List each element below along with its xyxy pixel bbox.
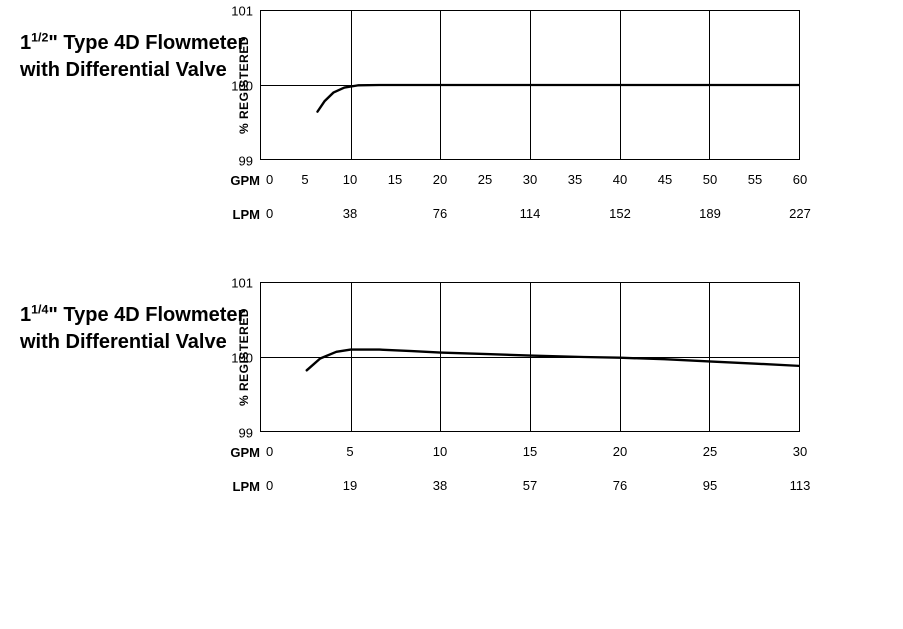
- x-tick: 57: [523, 478, 537, 493]
- x-tick: 10: [433, 444, 447, 459]
- x-tick: 20: [613, 444, 627, 459]
- chart-block-0: 11/2" Type 4D Flowmeter with Differentia…: [20, 10, 883, 222]
- x-tick: 60: [793, 172, 807, 187]
- x-axis-ticks: 051015202530: [260, 444, 800, 457]
- x-axis-row: LPM01938577695113: [260, 478, 800, 494]
- plot-region: 99100101: [260, 10, 800, 160]
- x-tick: 0: [266, 206, 273, 221]
- x-tick: 0: [266, 172, 273, 187]
- y-tick: 100: [231, 79, 253, 94]
- x-tick: 25: [478, 172, 492, 187]
- y-tick: 101: [231, 276, 253, 291]
- x-tick: 15: [523, 444, 537, 459]
- x-axis-ticks: 03876114152189227: [260, 206, 800, 219]
- x-tick: 55: [748, 172, 762, 187]
- x-tick: 19: [343, 478, 357, 493]
- x-tick: 152: [609, 206, 631, 221]
- x-axis-row: GPM051015202530: [260, 444, 800, 460]
- x-axis-ticks: 01938577695113: [260, 478, 800, 491]
- y-tick: 100: [231, 351, 253, 366]
- x-tick: 113: [790, 478, 811, 493]
- chart-title: 11/2" Type 4D Flowmeter with Differentia…: [20, 10, 260, 84]
- x-axis-label: LPM: [214, 479, 260, 494]
- x-tick: 0: [266, 444, 273, 459]
- plot-region: 99100101: [260, 282, 800, 432]
- x-axis-label: GPM: [214, 173, 260, 188]
- x-tick: 114: [520, 206, 541, 221]
- x-tick: 40: [613, 172, 627, 187]
- x-tick: 189: [699, 206, 721, 221]
- x-tick: 5: [301, 172, 308, 187]
- x-tick: 50: [703, 172, 717, 187]
- x-axis-ticks: 051015202530354045505560: [260, 172, 800, 185]
- x-tick: 10: [343, 172, 357, 187]
- x-axis-label: LPM: [214, 207, 260, 222]
- x-tick: 25: [703, 444, 717, 459]
- x-tick: 30: [793, 444, 807, 459]
- x-tick: 0: [266, 478, 273, 493]
- chart-title: 11/4" Type 4D Flowmeter with Differentia…: [20, 282, 260, 356]
- x-tick: 20: [433, 172, 447, 187]
- x-tick: 38: [433, 478, 447, 493]
- chart-area: % REGISTERED99100101GPM051015202530LPM01…: [260, 282, 800, 494]
- x-tick: 30: [523, 172, 537, 187]
- x-tick: 45: [658, 172, 672, 187]
- x-tick: 76: [613, 478, 627, 493]
- x-tick: 76: [433, 206, 447, 221]
- x-axis-row: GPM051015202530354045505560: [260, 172, 800, 188]
- chart-area: % REGISTERED99100101GPM05101520253035404…: [260, 10, 800, 222]
- x-tick: 227: [789, 206, 811, 221]
- accuracy-curve: [261, 11, 799, 159]
- x-axis-row: LPM03876114152189227: [260, 206, 800, 222]
- y-tick: 101: [231, 4, 253, 19]
- y-tick: 99: [239, 426, 253, 441]
- x-tick: 35: [568, 172, 582, 187]
- y-tick: 99: [239, 154, 253, 169]
- x-axis-label: GPM: [214, 445, 260, 460]
- x-tick: 95: [703, 478, 717, 493]
- x-tick: 5: [346, 444, 353, 459]
- accuracy-curve: [261, 283, 799, 431]
- chart-block-1: 11/4" Type 4D Flowmeter with Differentia…: [20, 282, 883, 494]
- x-tick: 38: [343, 206, 357, 221]
- x-tick: 15: [388, 172, 402, 187]
